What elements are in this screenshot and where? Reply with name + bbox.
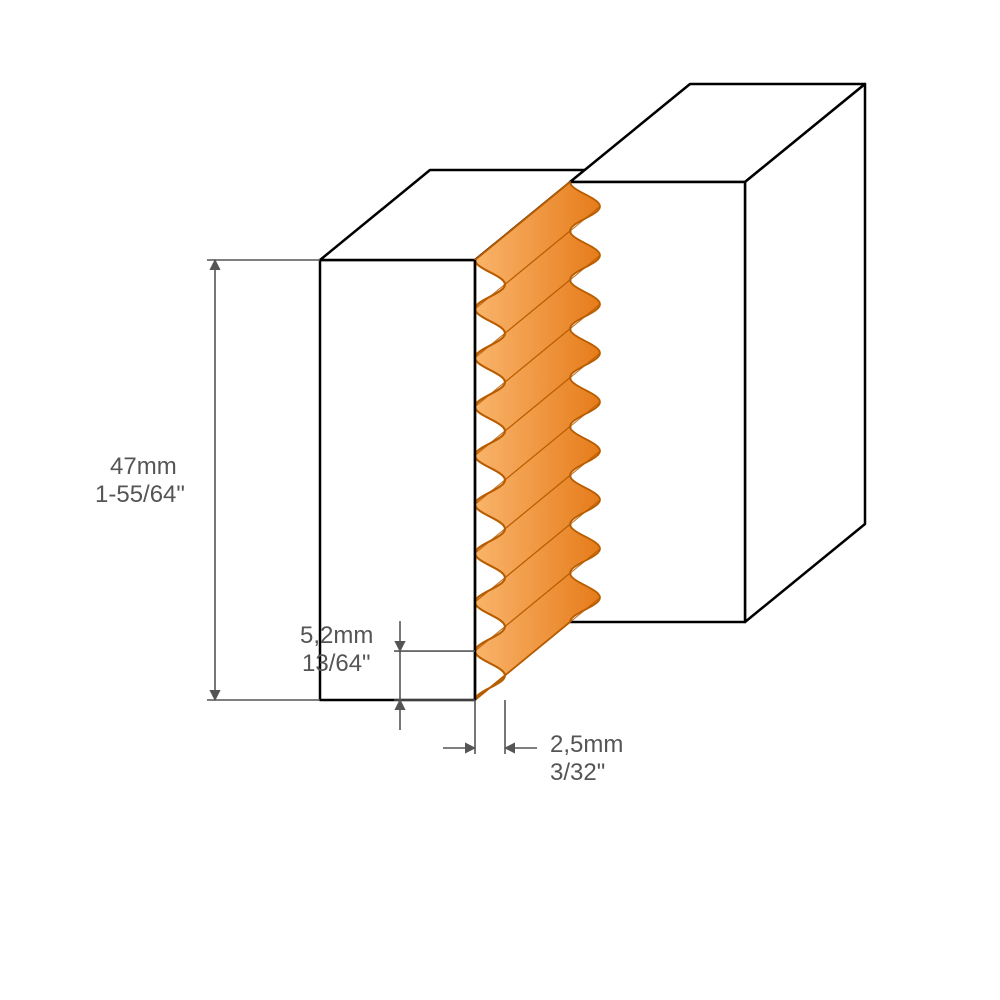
dim-depth-inch: 3/32" <box>550 759 605 786</box>
dim-pitch-inch: 13/64" <box>302 650 371 677</box>
dim-height-mm: 47mm <box>110 453 177 480</box>
glue-joint-diagram: 47mm1-55/64" 5,2mm13/64" 2,5mm3/32" <box>0 0 1000 1000</box>
dim-depth-mm: 2,5mm <box>550 731 623 758</box>
joint-front-edge <box>475 260 505 700</box>
dim-height-inch: 1-55/64" <box>95 481 185 508</box>
dim-pitch-mm: 5,2mm <box>300 622 373 649</box>
